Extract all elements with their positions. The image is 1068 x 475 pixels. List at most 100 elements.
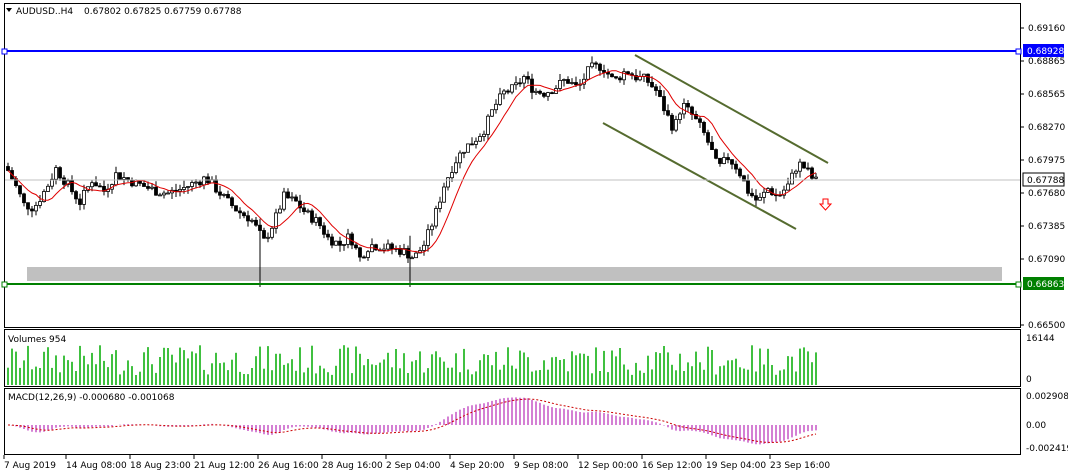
candle-body	[490, 109, 494, 117]
candle-body	[558, 80, 562, 89]
candle-body	[450, 172, 454, 179]
current-price-badge: 0.67788	[1022, 172, 1065, 187]
time-tick: 4 Sep 20:00	[450, 461, 505, 471]
candle-body	[234, 205, 238, 212]
candle-body	[446, 177, 450, 188]
candle-body	[586, 66, 590, 80]
candle-body	[806, 167, 810, 170]
price-tick: 0.68565	[1028, 90, 1065, 100]
down-arrow-icon[interactable]	[818, 198, 833, 211]
candle-body	[74, 191, 78, 200]
candle-body	[494, 103, 498, 111]
candle-body	[502, 90, 506, 95]
candle-body	[754, 195, 758, 201]
candle-body	[422, 244, 426, 251]
candle-body	[670, 114, 674, 131]
candle-body	[274, 212, 278, 229]
candle-body	[686, 103, 690, 108]
candle-body	[270, 227, 274, 238]
time-tick: 14 Aug 08:00	[66, 461, 127, 471]
candle-body	[30, 208, 34, 212]
time-tick: 16 Sep 12:00	[642, 461, 702, 471]
candle-body	[186, 186, 190, 188]
candle-body	[454, 162, 458, 173]
candle-body	[682, 103, 686, 115]
candle-body	[534, 90, 538, 93]
candle-body	[166, 192, 170, 195]
candle-body	[590, 62, 594, 68]
candle-body	[114, 172, 118, 186]
volume-axis-min: 0	[1026, 375, 1032, 385]
channel-lower-line[interactable]	[602, 122, 797, 230]
candle-body	[322, 225, 326, 235]
triangle-down-icon[interactable]	[6, 8, 12, 12]
candle-body	[222, 193, 226, 196]
price-tick: 0.67680	[1028, 189, 1065, 199]
support-line-handle[interactable]	[1, 281, 8, 288]
candle-body	[606, 72, 610, 75]
candle-body	[750, 192, 754, 197]
candle-body	[382, 248, 386, 251]
candle-body	[714, 149, 718, 159]
candle-body	[262, 230, 266, 239]
candle-body	[726, 157, 730, 161]
candle-body	[386, 243, 390, 250]
macd-histogram	[11, 397, 817, 445]
price-tick: 0.68865	[1028, 57, 1065, 67]
resistance-line-handle[interactable]	[1, 48, 8, 55]
price-tick: 0.68270	[1028, 123, 1065, 133]
candle-body	[574, 82, 578, 86]
time-tick: 7 Aug 2019	[4, 461, 56, 471]
candle-body	[522, 76, 526, 84]
candle-body	[58, 167, 62, 179]
candle-body	[38, 201, 42, 206]
candle-body	[438, 201, 442, 209]
candle-body	[458, 152, 462, 164]
candle-body	[678, 113, 682, 120]
price-tick: 0.67385	[1028, 222, 1065, 232]
resistance-line-handle[interactable]	[1015, 48, 1022, 55]
candle-body	[706, 132, 710, 143]
candle-body	[286, 191, 290, 199]
candle-body	[46, 185, 50, 192]
volume-axis-max: 16144	[1026, 334, 1055, 344]
candle-body	[550, 92, 554, 94]
candle-body	[246, 215, 250, 222]
candlestick-series	[6, 56, 818, 287]
candle-body	[566, 79, 570, 84]
candle-body	[646, 73, 650, 83]
candle-body	[742, 175, 746, 182]
candle-body	[306, 210, 310, 213]
candle-body	[710, 141, 714, 151]
candle-body	[738, 168, 742, 177]
price-tick: 0.69160	[1028, 24, 1065, 34]
candle-body	[118, 172, 122, 180]
time-axis[interactable]: 7 Aug 2019 14 Aug 08:00 18 Aug 23:00 21 …	[3, 455, 830, 471]
candle-body	[358, 247, 362, 258]
price-axis[interactable]: 0.69160 0.68865 0.68565 0.68270 0.67975 …	[1020, 24, 1065, 331]
candle-body	[230, 197, 234, 207]
channel-upper-line[interactable]	[634, 54, 829, 164]
candle-body	[122, 177, 126, 180]
candle-body	[238, 210, 242, 214]
candle-body	[730, 159, 734, 165]
candle-body	[194, 181, 198, 184]
candle-body	[810, 167, 814, 179]
candle-body	[802, 161, 806, 169]
support-price-label: 0.66863	[1027, 280, 1064, 290]
candle-body	[734, 163, 738, 170]
support-line-handle[interactable]	[1015, 281, 1022, 288]
candle-body	[546, 92, 550, 97]
time-tick: 21 Aug 12:00	[194, 461, 255, 471]
candle-body	[626, 71, 630, 75]
candle-body	[342, 243, 346, 246]
candle-body	[518, 82, 522, 85]
candle-body	[214, 179, 218, 193]
candle-body	[254, 219, 258, 226]
candle-body	[622, 71, 626, 81]
candle-body	[34, 204, 38, 212]
candle-body	[98, 185, 102, 188]
candle-body	[78, 198, 82, 205]
candle-body	[330, 236, 334, 246]
